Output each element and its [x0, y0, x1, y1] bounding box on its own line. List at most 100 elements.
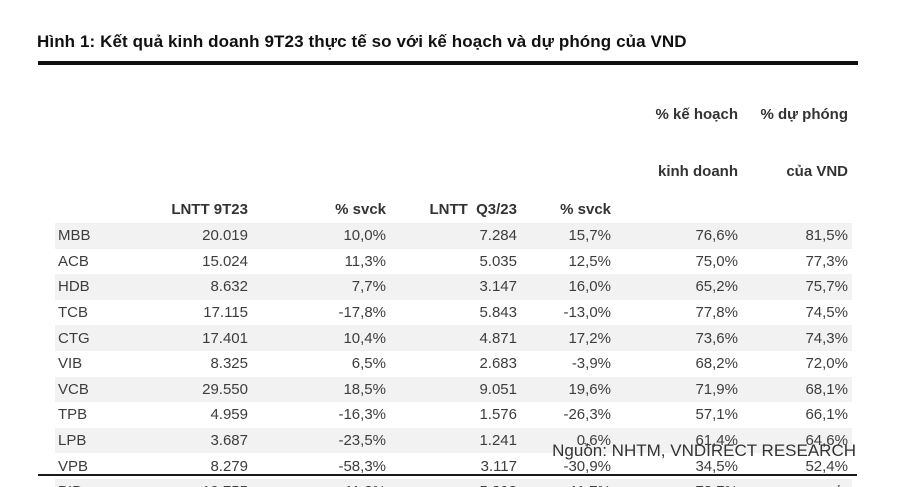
cell-lntt-q3: 3.147 [479, 278, 517, 296]
cell-svck-q3: -30,9% [563, 457, 611, 475]
cell-svck-q3: -26,3% [563, 406, 611, 424]
table-body: MBB 20.019 10,0% 7.284 15,7% 76,6% 81,5%… [55, 223, 852, 487]
cell-plan-pct: 71,9% [695, 380, 738, 398]
cell-svck-9t23: 18,5% [343, 380, 386, 398]
cell-provision-pct: 68,1% [805, 380, 848, 398]
bank-ticker: TPB [58, 406, 88, 424]
table-row: VCB 29.550 18,5% 9.051 19,6% 71,9% 68,1% [55, 376, 852, 403]
cell-plan-pct: 73,7% [615, 479, 742, 487]
cell-provision-pct: 72,0% [805, 355, 848, 373]
header-svck-q3-23: % svck [560, 201, 611, 218]
header-plan-line1: % kế hoạch [655, 106, 738, 123]
cell-plan-pct: 34,5% [695, 457, 738, 475]
table-header: LNTT 9T23 % svck LNTT Q3/23 % svck % kế … [55, 67, 852, 223]
cell-lntt-9t23: 17.401 [202, 329, 248, 347]
header-row: LNTT 9T23 % svck LNTT Q3/23 % svck % kế … [55, 67, 852, 223]
table-row: TPB 4.959 -16,3% 1.576 -26,3% 57,1% 66,1… [55, 402, 852, 428]
table-row: MBB 20.019 10,0% 7.284 15,7% 76,6% 81,5% [55, 223, 852, 249]
top-rule [38, 61, 858, 65]
cell-plan-pct: 77,8% [695, 304, 738, 322]
cell-lntt-q3: 5.035 [479, 252, 517, 270]
bank-ticker: CTG [58, 329, 90, 347]
header-lntt-q3-23: LNTT Q3/23 [429, 201, 517, 218]
cell-lntt-q3: 3.117 [480, 457, 517, 475]
cell-svck-9t23: -58,3% [338, 457, 386, 475]
cell-plan-pct: 61,4% [695, 432, 738, 450]
cell-lntt-q3: 7.284 [479, 227, 517, 245]
cell-svck-9t23: -16,3% [338, 406, 386, 424]
cell-lntt-9t23: 8.325 [210, 355, 248, 373]
cell-svck-9t23: 7,7% [351, 278, 386, 296]
cell-svck-9t23: 11,3% [344, 252, 386, 270]
cell-plan-pct: 76,6% [695, 227, 738, 245]
cell-lntt-9t23: 8.632 [210, 278, 248, 296]
bank-ticker: VPB [58, 457, 89, 475]
cell-provision-pct: 74,3% [805, 329, 848, 347]
bank-ticker: BID [55, 479, 127, 487]
bottom-rule [38, 474, 857, 476]
cell-lntt-9t23: 17.115 [203, 304, 248, 322]
cell-svck-q3: 19,6% [568, 380, 611, 398]
cell-svck-q3: -3,9% [571, 355, 611, 373]
header-plan-pct: % kế hoạch kinh doanh [615, 67, 742, 223]
cell-svck-9t23: 10,4% [343, 329, 386, 347]
cell-provision-pct: 64,6% [805, 432, 848, 450]
cell-plan-pct: 57,1% [695, 406, 738, 424]
cell-svck-9t23: 10,0% [343, 227, 386, 245]
cell-lntt-q3: 5.893 [390, 479, 521, 487]
bank-ticker: VIB [58, 355, 83, 373]
cell-lntt-9t23: 19.755 [127, 479, 252, 487]
cell-svck-q3: -11,7% [521, 479, 615, 487]
cell-lntt-q3: 2.683 [479, 355, 517, 373]
table-row: HDB 8.632 7,7% 3.147 16,0% 65,2% 75,7% [55, 274, 852, 300]
bank-ticker: TCB [58, 304, 88, 322]
results-table: LNTT 9T23 % svck LNTT Q3/23 % svck % kế … [55, 67, 852, 487]
header-ticker [55, 67, 127, 223]
cell-provision-pct: 52,4% [805, 457, 848, 475]
cell-svck-q3: 0,6% [576, 432, 611, 450]
table-row: TCB 17.115 -17,8% 5.843 -13,0% 77,8% 74,… [55, 299, 852, 326]
cell-lntt-9t23: 8.279 [210, 457, 248, 475]
cell-plan-pct: 68,2% [695, 355, 738, 373]
table-row: BID 19.755 11,3% 5.893 -11,7% 73,7% n/a [55, 478, 852, 487]
cell-svck-9t23: -23,5% [338, 432, 386, 450]
cell-svck-9t23: 6,5% [351, 355, 386, 373]
cell-lntt-9t23: 20.019 [202, 227, 248, 245]
bank-ticker: ACB [58, 252, 89, 270]
cell-lntt-q3: 1.241 [479, 432, 517, 450]
cell-provision-pct: 74,5% [805, 304, 848, 322]
cell-provision-pct: 66,1% [805, 406, 848, 424]
table-row: CTG 17.401 10,4% 4.871 17,2% 73,6% 74,3% [55, 325, 852, 351]
cell-svck-q3: 17,2% [568, 329, 611, 347]
source-note: Nguồn: NHTM, VNDIRECT RESEARCH [552, 441, 856, 460]
header-provision-line2: của VND [786, 163, 848, 180]
cell-lntt-q3: 4.871 [479, 329, 517, 347]
header-lntt-9t23: LNTT 9T23 [171, 201, 248, 218]
cell-svck-9t23: 11,3% [252, 479, 390, 487]
cell-svck-q3: 15,7% [568, 227, 611, 245]
figure-title: Hình 1: Kết quả kinh doanh 9T23 thực tế … [37, 32, 687, 51]
cell-svck-q3: -13,0% [563, 304, 611, 322]
header-provision-line1: % dự phóng [760, 106, 848, 123]
cell-provision-pct: 75,7% [805, 278, 848, 296]
table-row: LPB 3.687 -23,5% 1.241 0,6% 61,4% 64,6% [55, 427, 852, 454]
cell-lntt-q3: 1.576 [479, 406, 517, 424]
bank-ticker: MBB [58, 227, 91, 245]
cell-svck-q3: 16,0% [568, 278, 611, 296]
cell-svck-q3: 12,5% [568, 252, 611, 270]
bank-ticker: VCB [58, 380, 89, 398]
table-row: ACB 15.024 11,3% 5.035 12,5% 75,0% 77,3% [55, 248, 852, 275]
cell-plan-pct: 75,0% [695, 252, 738, 270]
cell-plan-pct: 65,2% [695, 278, 738, 296]
header-svck-9t23: % svck [335, 201, 386, 218]
cell-lntt-9t23: 3.687 [210, 432, 248, 450]
table-row: VIB 8.325 6,5% 2.683 -3,9% 68,2% 72,0% [55, 350, 852, 377]
cell-lntt-q3: 5.843 [479, 304, 517, 322]
cell-lntt-9t23: 15.024 [202, 252, 248, 270]
cell-lntt-q3: 9.051 [479, 380, 517, 398]
cell-provision-pct: 81,5% [805, 227, 848, 245]
cell-svck-9t23: -17,8% [338, 304, 386, 322]
header-plan-line2: kinh doanh [658, 163, 738, 180]
cell-plan-pct: 73,6% [695, 329, 738, 347]
